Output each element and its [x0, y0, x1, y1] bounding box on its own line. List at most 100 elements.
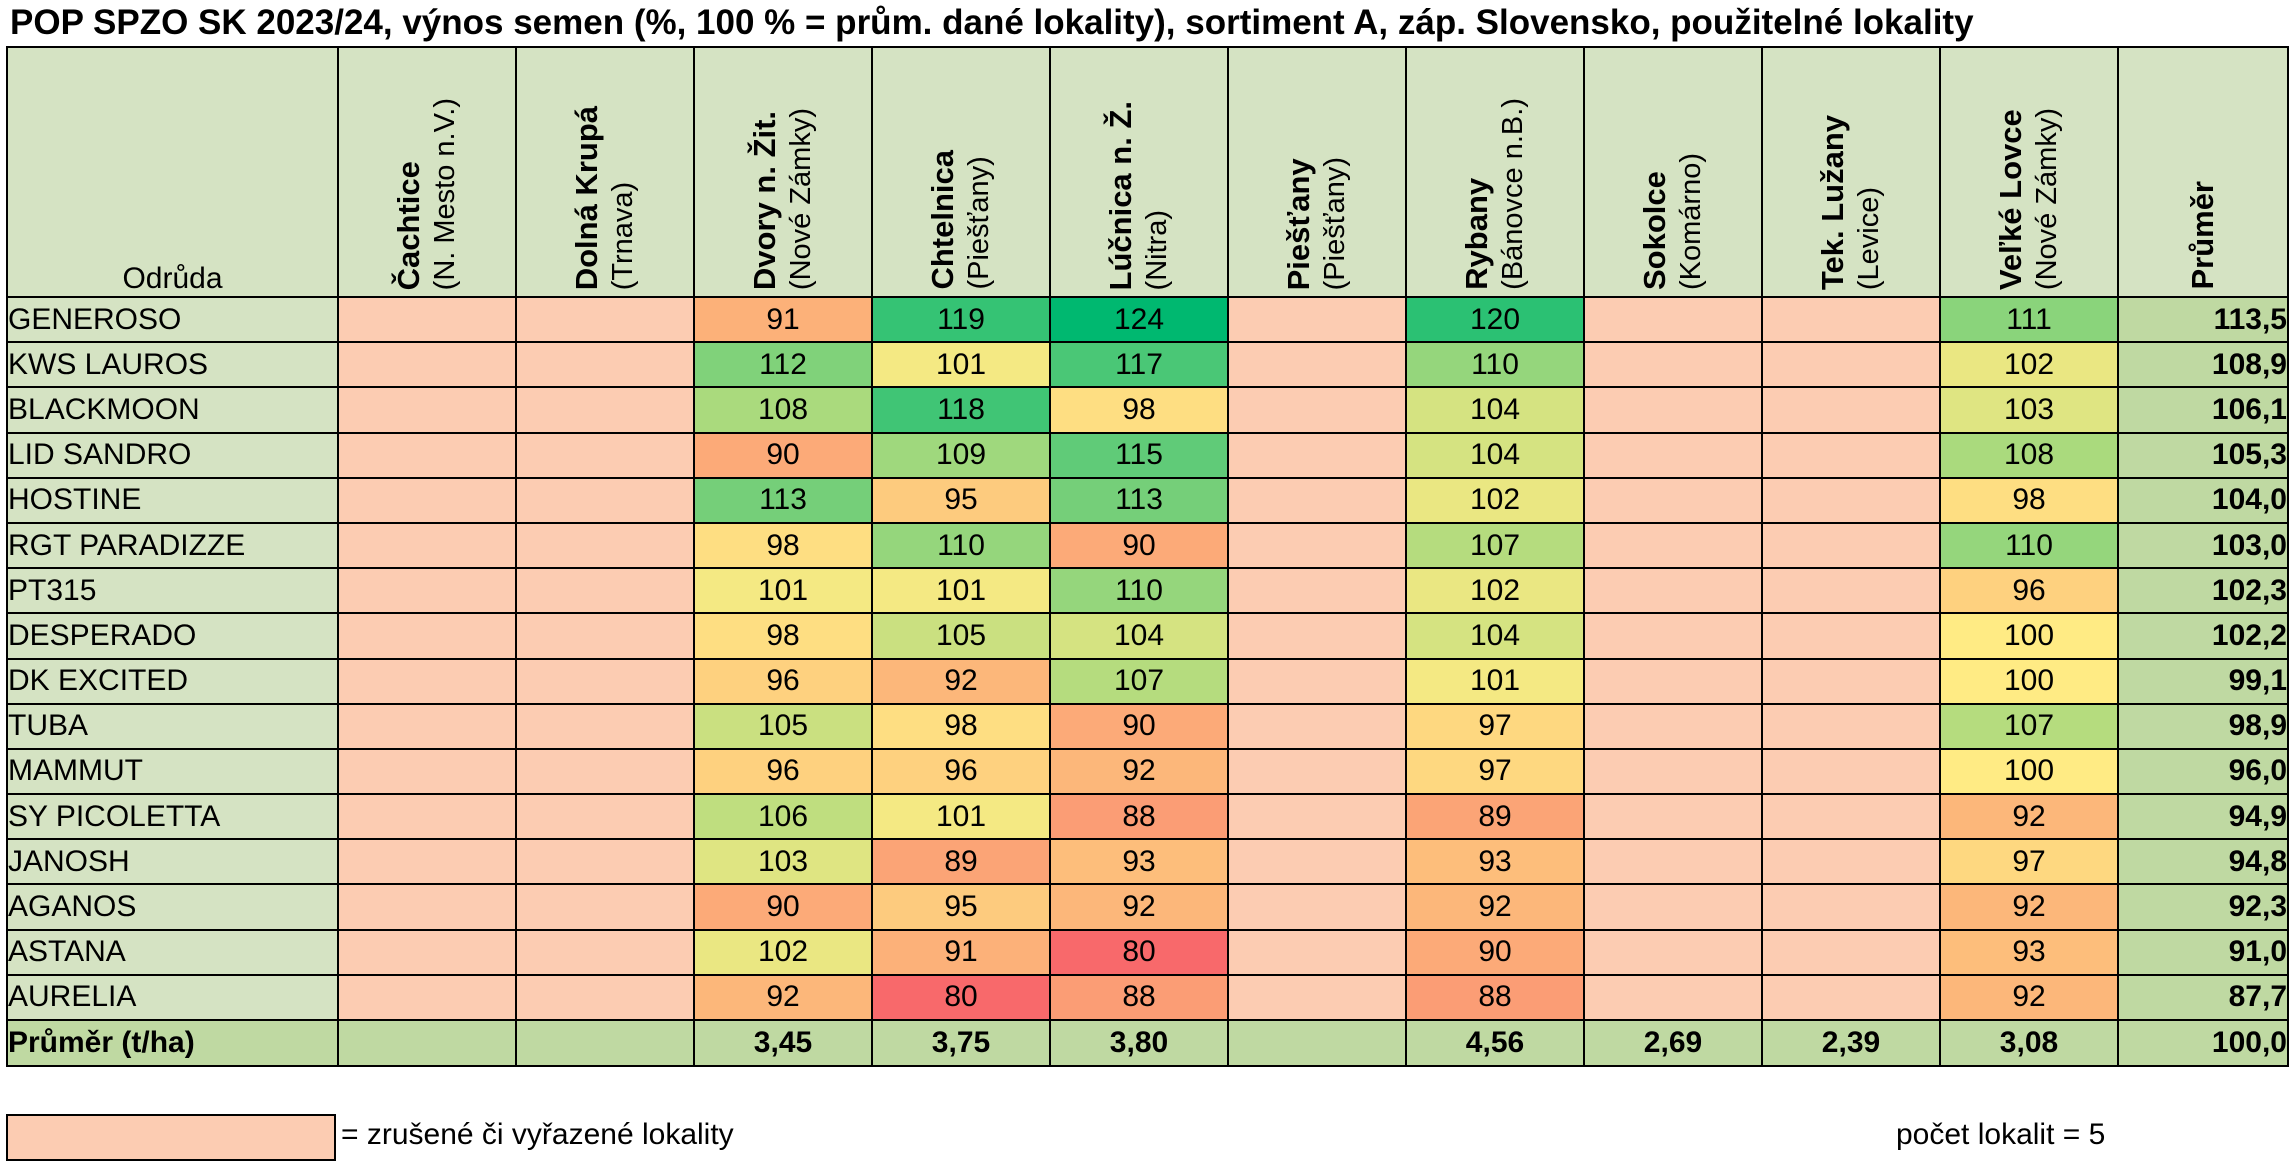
excluded-cell — [337, 476, 517, 524]
yield-cell: 90 — [693, 431, 873, 479]
yield-cell: 93 — [1049, 838, 1229, 886]
variety-name: KWS LAUROS — [6, 341, 339, 389]
yield-cell: 103 — [1939, 386, 2119, 434]
excluded-cell — [515, 567, 695, 615]
location-average-cell: 3,45 — [693, 1019, 873, 1067]
location-header: Tek. Lužany (Levice) — [1761, 46, 1941, 298]
yield-cell: 97 — [1405, 747, 1585, 796]
excluded-cell — [1761, 341, 1941, 389]
location-name: Dvory n. Žit. — [747, 110, 782, 290]
excluded-cell — [337, 793, 517, 841]
location-name: Čachtice — [391, 160, 426, 290]
yield-cell: 88 — [1405, 973, 1585, 1022]
yield-cell: 98 — [1049, 386, 1229, 434]
excluded-cell — [1761, 973, 1941, 1022]
yield-cell: 96 — [1939, 567, 2119, 615]
overall-average: 100,0 — [2117, 1019, 2289, 1067]
location-name: Rybany — [1459, 178, 1494, 290]
location-header: Veľké Lovce (Nové Zámky) — [1939, 46, 2119, 298]
row-average: 108,9 — [2117, 341, 2289, 389]
yield-cell: 100 — [1939, 747, 2119, 796]
excluded-cell — [515, 341, 695, 389]
excluded-cell — [337, 973, 517, 1022]
yield-cell: 92 — [1049, 883, 1229, 931]
yield-cell: 98 — [871, 702, 1051, 750]
excluded-cell — [1761, 386, 1941, 434]
location-average-cell — [1227, 1019, 1407, 1067]
excluded-cell — [1227, 793, 1407, 841]
header-row: Odrůda Čachtice (N. Mesto n.V.) Dolná Krup… — [6, 46, 2289, 298]
excluded-cell — [1583, 295, 1763, 344]
excluded-cell — [1227, 476, 1407, 524]
excluded-cell — [1761, 657, 1941, 705]
excluded-cell — [1583, 928, 1763, 976]
yield-cell: 90 — [693, 883, 873, 931]
yield-cell: 104 — [1049, 612, 1229, 660]
location-header: Rybany (Bánovce n.B.) — [1405, 46, 1585, 298]
row-average: 105,3 — [2117, 431, 2289, 479]
yield-cell: 112 — [693, 341, 873, 389]
excluded-cell — [1761, 702, 1941, 750]
location-name: Sokolce — [1637, 171, 1672, 290]
yield-cell: 101 — [871, 567, 1051, 615]
table-row: AGANOS 90 95 92 92 92 92,3 — [6, 883, 2289, 931]
excluded-cell — [1227, 612, 1407, 660]
excluded-cell — [337, 747, 517, 796]
table-row: SY PICOLETTA 106 101 88 89 92 94,9 — [6, 793, 2289, 841]
excluded-cell — [1227, 295, 1407, 344]
yield-cell: 92 — [1939, 973, 2119, 1022]
yield-cell: 110 — [1405, 341, 1585, 389]
legend-swatch — [6, 1114, 336, 1161]
table-row: BLACKMOON 108 118 98 104 103 106,1 — [6, 386, 2289, 434]
table-row: RGT PARADIZZE 98 110 90 107 110 103,0 — [6, 521, 2289, 570]
excluded-cell — [1761, 431, 1941, 479]
yield-cell: 90 — [1405, 928, 1585, 976]
excluded-cell — [1583, 973, 1763, 1022]
row-average: 106,1 — [2117, 386, 2289, 434]
location-header: Lúčnica n. Ž. (Nitra) — [1049, 46, 1229, 298]
location-region: (Nitra) — [1141, 209, 1173, 290]
yield-cell: 97 — [1405, 702, 1585, 750]
legend-text: = zrušené či vyřazené lokality — [341, 1118, 734, 1151]
yield-cell: 101 — [693, 567, 873, 615]
yield-cell: 95 — [871, 883, 1051, 931]
excluded-cell — [337, 386, 517, 434]
variety-name: AGANOS — [6, 883, 339, 931]
table-title: POP SPZO SK 2023/24, výnos semen (%, 100… — [10, 3, 1974, 42]
yield-cell: 100 — [1939, 657, 2119, 705]
yield-cell: 88 — [1049, 973, 1229, 1022]
row-average: 94,8 — [2117, 838, 2289, 886]
yield-cell: 107 — [1405, 521, 1585, 570]
excluded-cell — [337, 928, 517, 976]
table-row: JANOSH 103 89 93 93 97 94,8 — [6, 838, 2289, 886]
table-row: DK EXCITED 96 92 107 101 100 99,1 — [6, 657, 2289, 705]
variety-name: ASTANA — [6, 928, 339, 976]
excluded-cell — [1761, 521, 1941, 570]
yield-cell: 113 — [1049, 476, 1229, 524]
yield-cell: 102 — [1405, 476, 1585, 524]
table-row: TUBA 105 98 90 97 107 98,9 — [6, 702, 2289, 750]
yield-cell: 93 — [1405, 838, 1585, 886]
excluded-cell — [337, 431, 517, 479]
excluded-cell — [515, 702, 695, 750]
variety-name: HOSTINE — [6, 476, 339, 524]
excluded-cell — [1583, 431, 1763, 479]
excluded-cell — [515, 973, 695, 1022]
location-average-cell: 2,69 — [1583, 1019, 1763, 1067]
yield-cell: 80 — [871, 973, 1051, 1022]
yield-cell: 91 — [693, 295, 873, 344]
excluded-cell — [337, 657, 517, 705]
location-average-cell: 3,08 — [1939, 1019, 2119, 1067]
yield-cell: 97 — [1939, 838, 2119, 886]
yield-cell: 110 — [1939, 521, 2119, 570]
location-header: Čachtice (N. Mesto n.V.) — [337, 46, 517, 298]
excluded-cell — [515, 295, 695, 344]
excluded-cell — [1227, 567, 1407, 615]
footer-row: Průměr (t/ha) 3,45 3,75 3,80 4,56 2,69 2,39 3,0… — [6, 1019, 2289, 1067]
excluded-cell — [515, 612, 695, 660]
location-average-cell: 4,56 — [1405, 1019, 1585, 1067]
yield-cell: 96 — [871, 747, 1051, 796]
location-name: Dolná Krupá — [569, 105, 604, 290]
excluded-cell — [515, 838, 695, 886]
footer-label: Průměr (t/ha) — [6, 1019, 339, 1067]
